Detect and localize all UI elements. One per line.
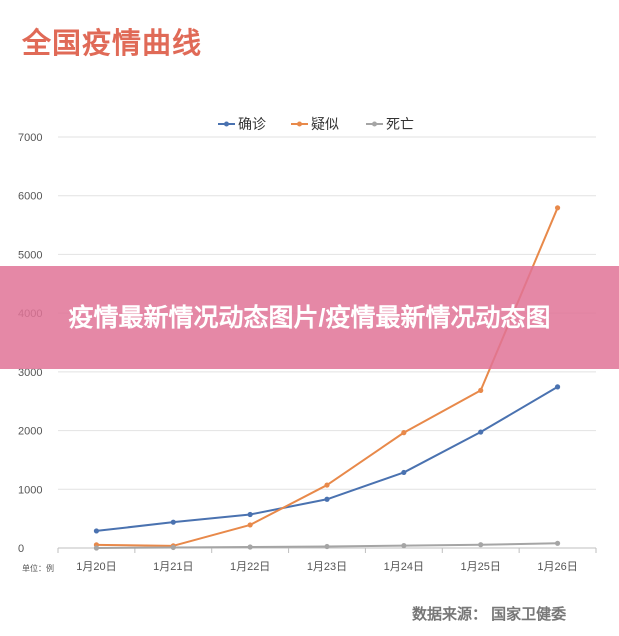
- x-tick-label: 1月24日: [384, 561, 424, 573]
- legend-swatch-marker: [372, 121, 377, 127]
- legend-label: 疑似: [311, 116, 339, 132]
- page-title: 全国疫情曲线: [22, 28, 203, 60]
- data-point: [401, 542, 407, 549]
- series-line: [96, 207, 559, 547]
- axes: 010002000300040005000600070001月20日1月21日1…: [18, 132, 597, 573]
- x-tick-label: 1月21日: [153, 561, 193, 573]
- data-point: [324, 496, 330, 502]
- legend-swatch-marker: [297, 121, 302, 127]
- x-tick-label: 1月20日: [76, 561, 116, 573]
- data-point: [401, 469, 407, 476]
- data-point: [554, 384, 561, 390]
- data-point: [93, 545, 100, 551]
- series-line: [96, 386, 559, 532]
- legend: 确诊 疑似 死亡: [218, 116, 414, 132]
- y-tick-label: 3000: [18, 367, 42, 379]
- x-tick-label: 1月23日: [307, 561, 347, 573]
- x-tick-label: 1月22日: [230, 561, 270, 573]
- data-point: [478, 387, 484, 394]
- data-point: [247, 544, 253, 550]
- data-point: [170, 544, 176, 551]
- y-tick-label: 6000: [18, 191, 42, 203]
- y-tick-label: 5000: [18, 249, 42, 261]
- legend-label: 死亡: [386, 116, 414, 132]
- data-point: [247, 511, 253, 518]
- data-point: [247, 522, 253, 528]
- overlay-title: 疫情最新情况动态图片/疫情最新情况动态图: [68, 303, 551, 332]
- y-tick-label: 1000: [18, 484, 42, 496]
- data-point: [170, 519, 176, 525]
- series-lines: [93, 205, 561, 551]
- source-note: 数据来源： 国家卫健委: [412, 605, 566, 623]
- data-point: [554, 205, 561, 211]
- y-tick-label: 2000: [18, 426, 42, 438]
- data-point: [554, 540, 561, 546]
- data-point: [324, 543, 330, 550]
- unit-label: 单位：例: [22, 563, 54, 573]
- overlay-banner: 疫情最新情况动态图片/疫情最新情况动态图: [0, 266, 619, 369]
- x-tick-label: 1月26日: [537, 561, 577, 573]
- data-point: [478, 429, 484, 435]
- y-tick-label: 7000: [18, 132, 42, 144]
- x-tick-label: 1月25日: [461, 561, 501, 573]
- data-point: [401, 430, 407, 436]
- data-point: [478, 542, 484, 548]
- y-tick-label: 0: [18, 543, 24, 555]
- legend-swatch-marker: [224, 121, 229, 127]
- legend-label: 确诊: [238, 116, 266, 132]
- data-point: [324, 482, 330, 488]
- data-point: [93, 528, 100, 534]
